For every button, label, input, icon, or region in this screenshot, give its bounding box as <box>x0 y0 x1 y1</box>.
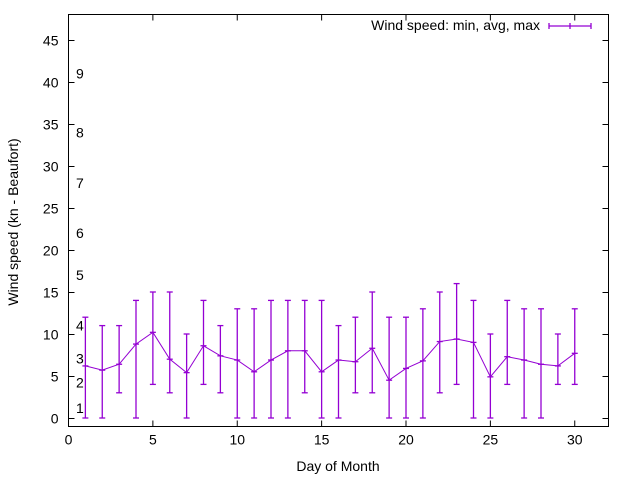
beaufort-label: 3 <box>76 350 84 366</box>
errorbar-point <box>538 308 544 419</box>
beaufort-label: 9 <box>76 66 84 82</box>
beaufort-label: 2 <box>76 375 84 391</box>
errorbar-point <box>82 316 89 419</box>
errorbar-point <box>352 316 359 394</box>
y-tick-label: 35 <box>43 117 59 133</box>
y-tick-label: 5 <box>51 369 59 385</box>
errorbar-point <box>166 291 173 394</box>
errorbar-point <box>116 324 123 394</box>
y-tick-label: 40 <box>43 75 59 91</box>
errorbar-point <box>554 333 561 386</box>
x-tick-label: 15 <box>314 432 330 448</box>
beaufort-label: 5 <box>76 267 84 283</box>
x-tick-label: 10 <box>229 432 245 448</box>
errorbar-point <box>335 324 342 419</box>
y-tick-label: 45 <box>43 33 59 49</box>
errorbar-point <box>369 291 376 394</box>
x-tick-label: 5 <box>149 432 157 448</box>
errorbar-point <box>318 299 325 419</box>
beaufort-label: 1 <box>76 400 84 416</box>
y-tick-label: 0 <box>51 411 59 427</box>
errorbar-point <box>251 308 258 419</box>
errorbar-point <box>419 308 426 419</box>
legend-errorbar-sample <box>548 23 592 29</box>
errorbar-point <box>183 333 190 419</box>
y-tick-label: 30 <box>43 159 59 175</box>
errorbar-point <box>386 316 393 419</box>
errorbar-point <box>470 299 477 419</box>
errorbar-point <box>217 324 224 394</box>
errorbar-point <box>487 333 494 419</box>
errorbar-point <box>571 308 578 386</box>
errorbar-point <box>200 299 207 386</box>
errorbar-point <box>234 308 241 419</box>
beaufort-label: 4 <box>76 318 84 334</box>
y-axis-label: Wind speed (kn - Beaufort) <box>5 138 21 305</box>
legend: Wind speed: min, avg, max <box>371 17 592 33</box>
errorbar-point <box>504 299 511 386</box>
beaufort-label: 6 <box>76 225 84 241</box>
x-tick-label: 0 <box>65 432 73 448</box>
beaufort-label: 8 <box>76 124 84 140</box>
y-tick-label: 20 <box>43 243 59 259</box>
plot-border <box>68 14 609 427</box>
avg-line <box>85 331 576 381</box>
errorbar-point <box>403 316 409 419</box>
errorbar-point <box>149 291 156 386</box>
y-tick-label: 25 <box>43 201 59 217</box>
errorbar-point <box>268 299 274 419</box>
y-tick-label: 15 <box>43 285 59 301</box>
legend-label: Wind speed: min, avg, max <box>371 17 540 33</box>
errorbar-point <box>99 324 106 419</box>
x-tick-label: 25 <box>483 432 499 448</box>
errorbar-point <box>301 299 308 394</box>
beaufort-label: 7 <box>76 175 84 191</box>
errorbar-point <box>453 282 460 386</box>
errorbar-point <box>133 299 139 419</box>
errorbar-point <box>436 291 443 394</box>
x-tick-label: 20 <box>398 432 414 448</box>
y-tick-label: 10 <box>43 327 59 343</box>
x-axis-label: Day of Month <box>296 458 379 474</box>
x-tick-label: 30 <box>567 432 583 448</box>
errorbar-point <box>521 308 528 419</box>
errorbar-point <box>284 299 291 419</box>
